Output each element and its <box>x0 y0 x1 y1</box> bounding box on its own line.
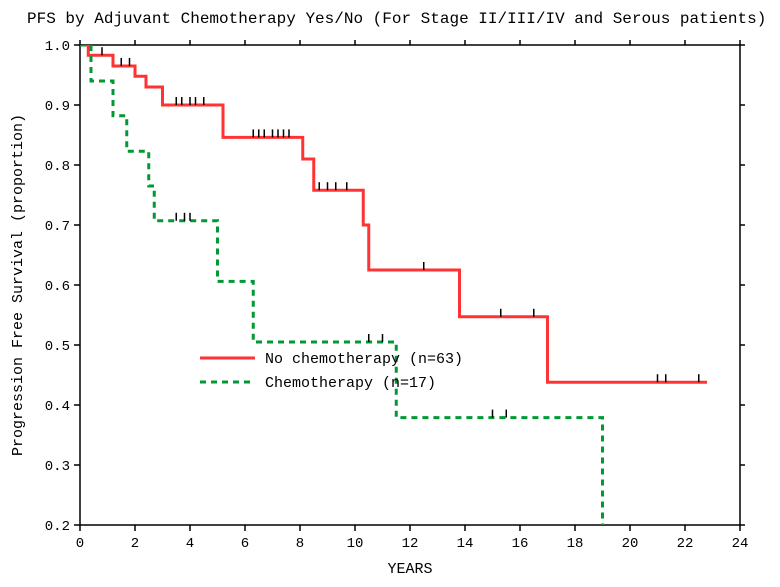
y-tick-label: 0.7 <box>45 219 70 235</box>
x-tick-label: 4 <box>186 536 194 552</box>
x-tick-label: 18 <box>567 536 584 552</box>
chart-title: PFS by Adjuvant Chemotherapy Yes/No (For… <box>27 10 766 28</box>
y-tick-label: 0.4 <box>45 399 70 415</box>
chart-svg: PFS by Adjuvant Chemotherapy Yes/No (For… <box>0 0 780 587</box>
x-axis-label: YEARS <box>387 561 432 578</box>
y-tick-label: 1.0 <box>45 39 70 55</box>
y-tick-label: 0.8 <box>45 159 70 175</box>
x-tick-label: 0 <box>76 536 84 552</box>
x-tick-label: 20 <box>622 536 639 552</box>
series-no-chemo <box>80 45 707 382</box>
x-tick-label: 10 <box>347 536 364 552</box>
y-tick-label: 0.9 <box>45 99 70 115</box>
plot-frame <box>80 45 740 525</box>
survival-chart: PFS by Adjuvant Chemotherapy Yes/No (For… <box>0 0 780 587</box>
y-tick-label: 0.5 <box>45 339 70 355</box>
x-tick-label: 14 <box>457 536 474 552</box>
x-tick-label: 2 <box>131 536 139 552</box>
x-tick-label: 22 <box>677 536 694 552</box>
y-tick-label: 0.2 <box>45 519 70 535</box>
y-tick-label: 0.6 <box>45 279 70 295</box>
x-tick-label: 6 <box>241 536 249 552</box>
x-tick-label: 16 <box>512 536 529 552</box>
x-tick-label: 12 <box>402 536 419 552</box>
x-tick-label: 24 <box>732 536 749 552</box>
y-tick-label: 0.3 <box>45 459 70 475</box>
legend-label: No chemotherapy (n=63) <box>265 351 463 368</box>
legend-label: Chemotherapy (n=17) <box>265 375 436 392</box>
x-tick-label: 8 <box>296 536 304 552</box>
y-axis-label: Progression Free Survival (proportion) <box>10 114 27 456</box>
